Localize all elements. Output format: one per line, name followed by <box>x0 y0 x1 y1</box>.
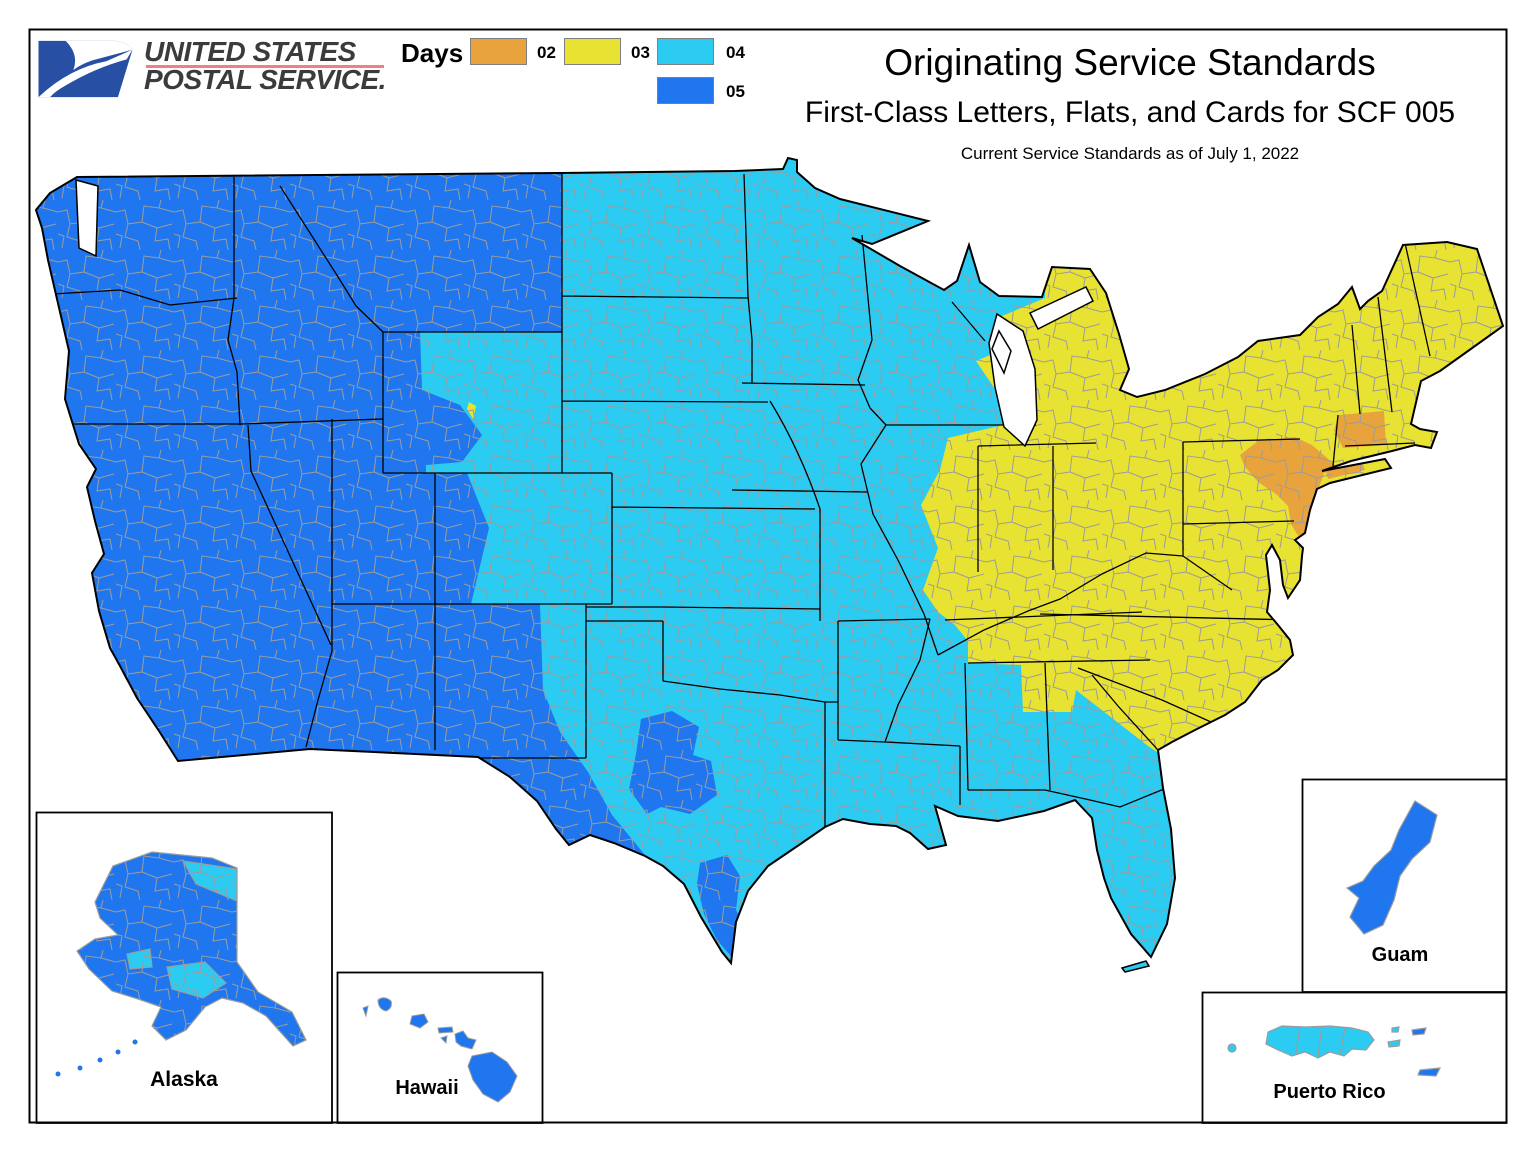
island-st-thomas <box>1411 1027 1427 1036</box>
alaska-inset-map <box>55 851 307 1077</box>
standards-date-note: Current Service Standards as of July 1, … <box>960 144 1300 163</box>
page-subtitle: First-Class Letters, Flats, and Cards fo… <box>804 96 1456 129</box>
logo-underline <box>146 65 384 68</box>
alaska-inset-label: Alaska <box>150 1068 218 1091</box>
puerto-rico-inset-label: Puerto Rico <box>1273 1081 1386 1103</box>
puerto-rico-inset-box <box>1201 991 1508 1124</box>
puerto-rico-inset-map <box>1227 1025 1442 1077</box>
title-block: Originating Service Standards First-Clas… <box>758 42 1502 164</box>
hawaii-inset-box <box>336 971 544 1124</box>
state-boundaries <box>36 173 1431 827</box>
florida-keys <box>1120 960 1151 973</box>
island-vieques <box>1387 1039 1401 1048</box>
island-kauai <box>377 997 392 1012</box>
hawaii-inset-map <box>362 997 518 1103</box>
island-oahu <box>409 1013 429 1029</box>
usps-eagle-icon <box>38 40 133 98</box>
island-mona <box>1227 1043 1237 1053</box>
island-hawaii <box>467 1051 518 1103</box>
map-frame <box>28 28 1508 1124</box>
island-niihau <box>362 1005 369 1018</box>
guam-inset-label: Guam <box>1371 944 1429 966</box>
straits-of-mackinac <box>1028 286 1095 331</box>
island-maui <box>454 1030 477 1050</box>
hawaii-inset-label: Hawaii <box>395 1077 459 1099</box>
usps-logo: UNITED STATES POSTAL SERVICE. <box>36 38 386 100</box>
green-bay <box>991 329 1012 375</box>
guam-inset-map <box>1345 800 1438 935</box>
island-st-croix <box>1417 1067 1442 1077</box>
alaska-inset-box <box>35 811 333 1124</box>
island-lanai <box>440 1035 448 1045</box>
island-culebra <box>1391 1026 1400 1033</box>
page-title: Originating Service Standards <box>884 42 1376 83</box>
puget-sound <box>75 179 99 258</box>
alaska-zip3-texture <box>77 852 306 1046</box>
aleutian-islands <box>55 1039 138 1077</box>
us-coastline <box>34 156 1505 966</box>
logo-line2: POSTAL SERVICE. <box>144 64 386 95</box>
puerto-rico-zip3-lines <box>1295 1025 1346 1057</box>
island-molokai <box>437 1026 454 1034</box>
logo-line1: UNITED STATES <box>144 36 356 67</box>
